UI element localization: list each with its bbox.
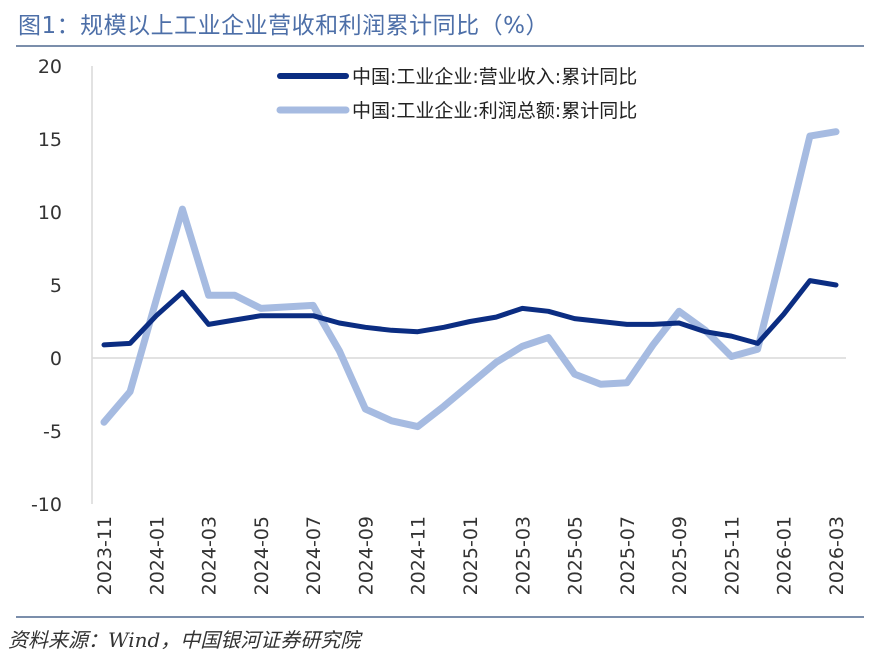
source-note: 资料来源：Wind，中国银河证券研究院 xyxy=(8,628,361,652)
profit-series-line xyxy=(100,128,840,431)
source-divider xyxy=(16,616,864,618)
x-tick-label: 2025-07 xyxy=(617,516,639,595)
y-tick-label: -5 xyxy=(43,421,62,443)
x-tick-label: 2024-03 xyxy=(199,516,221,595)
y-tick-label: 0 xyxy=(50,348,62,370)
series-layer xyxy=(100,128,840,431)
x-tick-label: 2025-01 xyxy=(460,516,482,595)
y-tick-label: -10 xyxy=(31,494,62,516)
x-tick-label: 2025-05 xyxy=(565,516,587,595)
y-tick-label: 15 xyxy=(38,129,62,151)
x-tick-label: 2024-11 xyxy=(408,516,430,595)
x-tick-label: 2025-11 xyxy=(721,516,743,595)
x-tick-label: 2025-03 xyxy=(512,516,534,595)
x-tick-label: 2024-05 xyxy=(251,516,273,595)
x-tick-label: 2026-01 xyxy=(774,516,796,595)
x-tick-label: 2024-09 xyxy=(355,516,377,595)
line-chart: -10 -5 0 5 10 15 20 2023-11 2024-01 2024-03 2024-… xyxy=(31,56,848,595)
x-axis: 2023-11 2024-01 2024-03 2024-05 2024-07 2024-… xyxy=(92,357,848,595)
x-tick-label: 2023-11 xyxy=(94,516,116,595)
x-tick-label: 2025-09 xyxy=(669,516,691,595)
y-tick-label: 5 xyxy=(50,275,62,297)
legend-label-revenue: 中国:工业企业:营业收入:累计同比 xyxy=(352,66,637,88)
revenue-series-line xyxy=(101,278,839,348)
legend-label-profit: 中国:工业企业:利润总额:累计同比 xyxy=(352,100,637,122)
y-axis: -10 -5 0 5 10 15 20 xyxy=(31,56,93,516)
y-tick-label: 20 xyxy=(38,56,62,78)
y-tick-label: 10 xyxy=(38,202,62,224)
x-tick-label: 2026-03 xyxy=(826,516,848,595)
x-tick-label: 2024-01 xyxy=(146,516,168,595)
x-tick-label: 2024-07 xyxy=(303,516,325,595)
title-divider xyxy=(16,45,864,47)
chart-title: 图1：规模以上工业企业营收和利润累计同比（%） xyxy=(18,13,549,39)
